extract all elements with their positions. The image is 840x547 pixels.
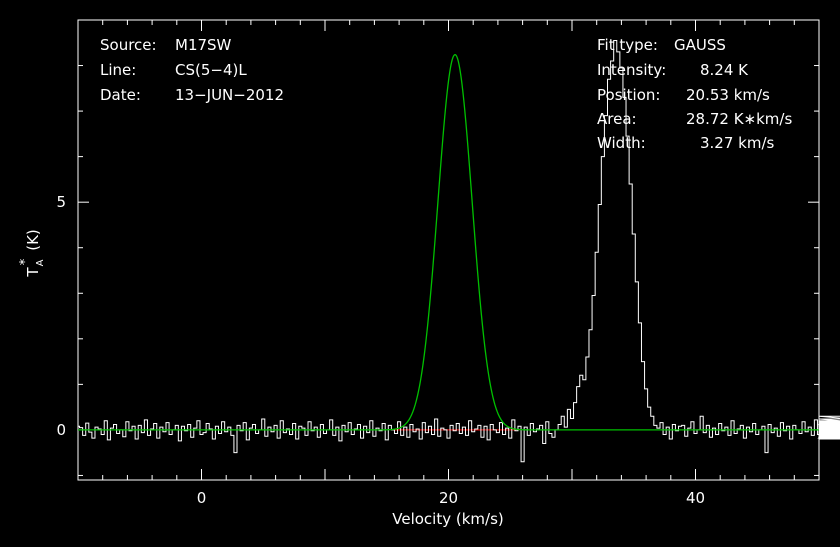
fit-area-label: Area: bbox=[597, 110, 637, 128]
spectrum-line bbox=[78, 40, 840, 463]
fit-layer bbox=[78, 53, 819, 431]
y-axis-label-subscript: A bbox=[35, 259, 46, 266]
fit-type-value: GAUSS bbox=[674, 36, 726, 54]
y-axis-label-superscript: * bbox=[18, 258, 33, 265]
header-date-value: 13−JUN−2012 bbox=[175, 86, 284, 104]
fit-type-label: Fit type: bbox=[597, 36, 658, 54]
x-axis-label: Velocity (km/s) bbox=[392, 510, 503, 528]
fit-area-value: 28.72 K∗km/s bbox=[686, 110, 792, 128]
fit-intensity-value: 8.24 K bbox=[700, 61, 749, 79]
fit-width-value: 3.27 km/s bbox=[700, 134, 775, 152]
ticks-layer: 0 20 40 0 5 bbox=[56, 20, 819, 507]
header-line-label: Line: bbox=[100, 61, 136, 79]
x-tick-label: 0 bbox=[197, 489, 207, 507]
header-date-label: Date: bbox=[100, 86, 141, 104]
header-line-value: CS(5−4)L bbox=[175, 61, 247, 79]
y-axis-label-symbol: T bbox=[24, 267, 42, 278]
header-source-value: M17SW bbox=[175, 36, 232, 54]
gauss-fit-line bbox=[78, 53, 819, 431]
header-left: Source: M17SW Line: CS(5−4)L Date: 13−JU… bbox=[100, 36, 284, 104]
y-tick-label: 5 bbox=[56, 193, 66, 211]
y-axis-label: T A * (K) bbox=[18, 229, 46, 277]
fit-position-value: 20.53 km/s bbox=[686, 86, 770, 104]
fit-width-label: Width: bbox=[597, 134, 646, 152]
x-tick-label: 40 bbox=[686, 489, 705, 507]
fit-intensity-label: Intensity: bbox=[597, 61, 666, 79]
fit-position-label: Position: bbox=[597, 86, 660, 104]
header-source-label: Source: bbox=[100, 36, 157, 54]
spectrum-layer bbox=[78, 40, 840, 463]
header-right: Fit type: GAUSS Intensity: 8.24 K Positi… bbox=[597, 36, 792, 152]
x-tick-label: 20 bbox=[439, 489, 458, 507]
y-axis-label-unit: (K) bbox=[24, 229, 42, 251]
y-tick-label: 0 bbox=[56, 421, 66, 439]
